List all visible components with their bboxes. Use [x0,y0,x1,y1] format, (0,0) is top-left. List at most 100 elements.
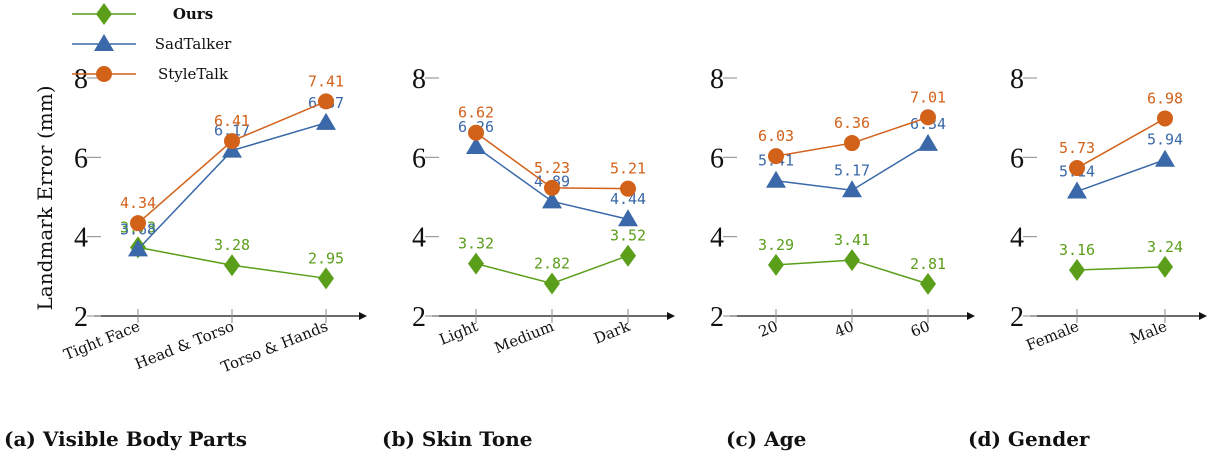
point-sadtalker [1155,149,1175,167]
point-sadtalker [766,170,786,188]
y-tick-label: 6 [412,143,426,174]
data-label-ours: 2.81 [910,255,946,273]
data-label-styletalk: 7.41 [308,72,344,90]
x-tick-label-dark: Dark [591,317,633,348]
chart-panel-4: 2468FemaleMale3.163.245.145.945.736.98(d… [968,64,1207,451]
x-axis-arrow-icon [1199,312,1207,320]
y-tick-label: 8 [412,64,426,95]
y-tick-label: 4 [710,223,724,254]
data-label-styletalk: 5.23 [534,159,570,177]
data-label-ours: 3.41 [834,231,870,249]
point-styletalk [844,135,860,152]
point-styletalk [768,148,784,165]
point-ours [318,267,334,290]
data-label-styletalk: 6.41 [214,112,250,130]
data-label-ours: 3.24 [1147,238,1183,256]
point-ours [844,249,860,272]
data-label-ours: 3.28 [214,236,250,254]
x-tick-label-female: Female [1023,317,1081,354]
data-label-sadtalker: 4.44 [610,190,646,208]
point-ours [544,272,560,295]
legend-label-styletalk: StyleTalk [158,65,229,83]
legend-marker-ours [96,3,112,25]
x-tick-label-60: 60 [908,317,932,341]
data-label-ours: 3.32 [458,235,494,253]
point-sadtalker [128,239,148,257]
point-styletalk [620,180,636,197]
point-ours [468,252,484,275]
y-tick-label: 8 [710,64,724,95]
point-sadtalker [466,137,486,155]
data-label-styletalk: 4.34 [120,194,156,212]
legend-marker-styletalk [96,66,112,82]
y-tick-label: 4 [74,223,88,254]
data-label-styletalk: 6.36 [834,114,870,132]
point-sadtalker [1067,181,1087,199]
series-line-sadtalker [1076,159,1166,193]
y-tick-label: 6 [74,143,88,174]
legend-label-sadtalker: SadTalker [155,35,232,53]
data-label-ours: 3.29 [758,236,794,254]
x-tick-label-light: Light [437,317,481,349]
point-sadtalker [842,180,862,198]
point-styletalk [1069,160,1085,177]
point-sadtalker [316,112,336,130]
legend-item-sadtalker: SadTalker [72,34,232,53]
panel-caption: (d) Gender [968,427,1090,451]
data-label-styletalk: 7.01 [910,88,946,106]
point-sadtalker [542,191,562,209]
y-tick-label: 8 [1010,64,1024,95]
point-sadtalker [618,209,638,227]
x-tick-label-male: Male [1128,317,1170,348]
data-label-styletalk: 6.98 [1147,89,1183,107]
data-label-styletalk: 5.21 [610,160,646,178]
y-tick-label: 2 [710,302,724,333]
point-styletalk [224,133,240,150]
chart-panel-3: 24682040603.293.412.815.415.176.346.036.… [710,64,975,451]
data-label-ours: 3.16 [1059,241,1095,259]
point-ours [920,272,936,295]
x-axis-arrow-icon [667,312,675,320]
y-tick-label: 6 [710,143,724,174]
data-label-sadtalker: 6.17 [214,122,250,140]
y-tick-label: 4 [412,223,426,254]
series-line-styletalk [1076,117,1166,169]
legend-label-ours: Ours [173,5,213,23]
series-line-ours [1076,266,1166,271]
panel-caption: (a) Visible Body Parts [4,427,247,451]
point-styletalk [318,93,334,110]
data-label-styletalk: 6.62 [458,104,494,122]
data-label-styletalk: 6.03 [758,127,794,145]
point-ours [1069,258,1085,281]
legend-marker-sadtalker [94,34,114,51]
y-tick-label: 4 [1010,223,1024,254]
point-styletalk [1157,110,1173,127]
point-sadtalker [918,133,938,151]
point-styletalk [544,179,560,196]
legend-item-ours: Ours [72,3,213,25]
y-axis-label: Landmark Error (mm) [33,85,57,310]
point-ours [768,253,784,276]
point-ours [224,254,240,277]
panel-caption: (b) Skin Tone [382,427,532,451]
legend: Ours SadTalker StyleTalk [72,3,232,83]
point-styletalk [468,124,484,141]
point-styletalk [130,215,146,232]
point-ours [620,244,636,267]
y-tick-label: 6 [1010,143,1024,174]
panel-caption: (c) Age [726,427,806,451]
data-label-sadtalker: 5.17 [834,161,870,179]
x-axis-arrow-icon [359,312,367,320]
y-tick-label: 2 [74,302,88,333]
chart-panel-2: 2468LightMediumDark3.322.823.526.264.894… [382,64,675,451]
x-axis-arrow-icon [967,312,975,320]
y-tick-label: 2 [412,302,426,333]
data-label-ours: 3.52 [610,227,646,245]
legend-item-styletalk: StyleTalk [72,65,229,83]
y-tick-label: 2 [1010,302,1024,333]
x-tick-label-20: 20 [756,317,780,341]
x-tick-label-torso-hands: Torso & Hands [218,317,330,376]
